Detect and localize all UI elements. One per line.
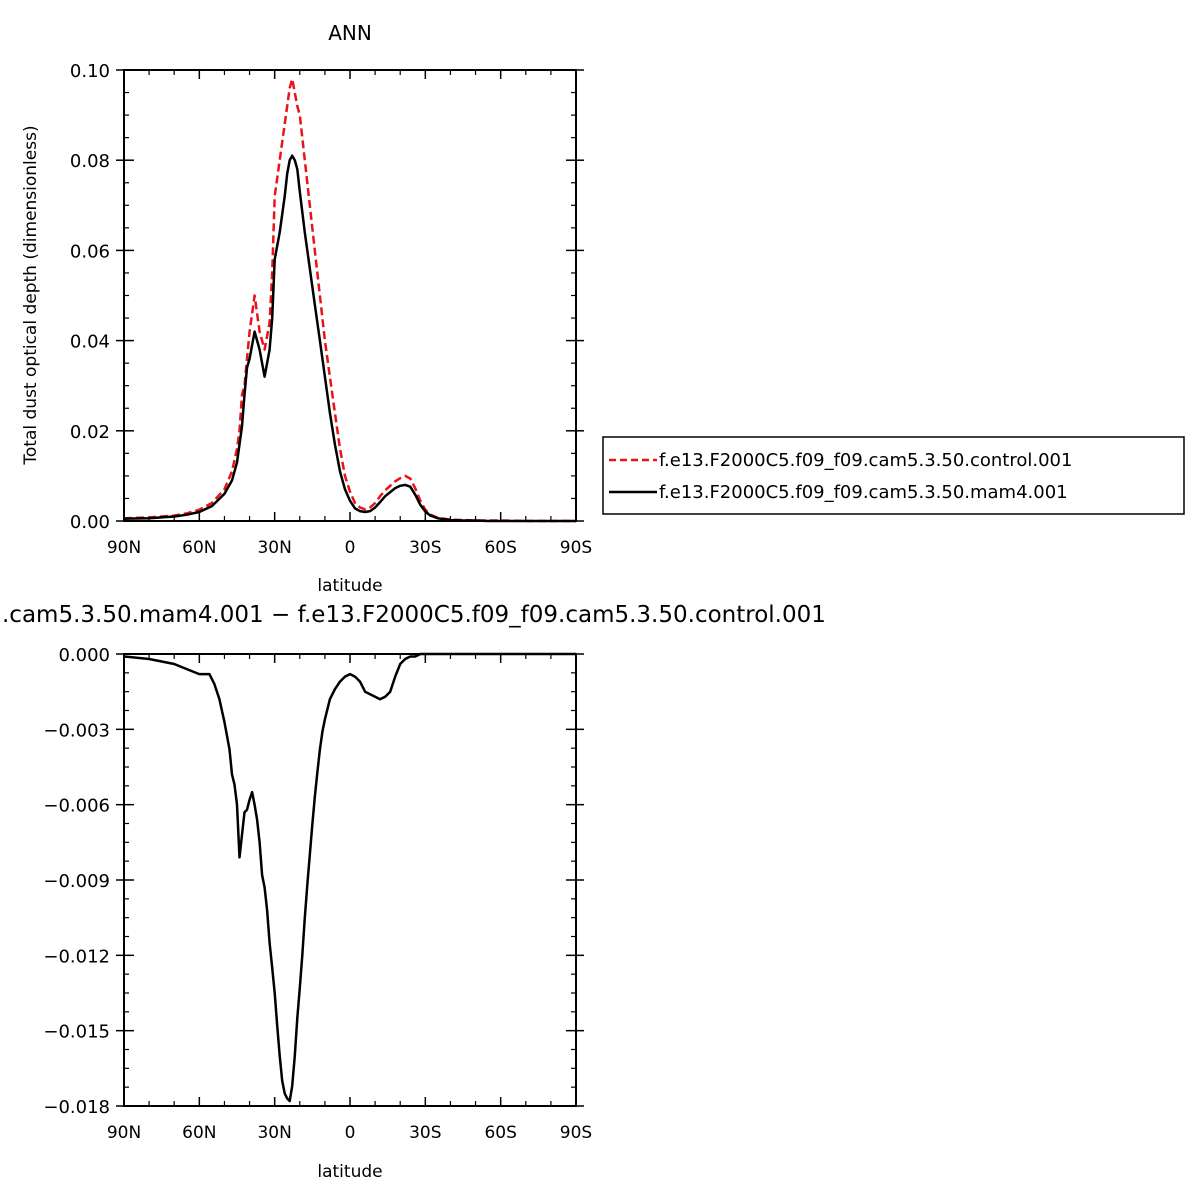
legend-label-mam4: f.e13.F2000C5.f09_f09.cam5.3.50.mam4.001 — [659, 482, 1068, 503]
top-panel: ANN 90N 60N 30N 0 30S 60S 90S 0.00 0.02 0.04 0.06 0… — [21, 21, 592, 596]
p0-y-tick-label: 0.00 — [70, 512, 110, 533]
p1-x-tick-label: 90S — [560, 1123, 592, 1143]
p0-y-tick-label: 0.04 — [70, 332, 110, 353]
p1-y-tick-label: −0.018 — [43, 1097, 110, 1118]
top-title: ANN — [328, 21, 372, 45]
top-x-axis-label: latitude — [317, 576, 382, 596]
p1-x-tick-label: 60N — [182, 1123, 216, 1143]
p1-y-tick-label: −0.003 — [43, 720, 110, 741]
p0-y-tick-label: 0.10 — [70, 61, 110, 82]
p0-x-tick-label: 30N — [257, 538, 291, 558]
p1-x-tick-label: 90N — [107, 1123, 141, 1143]
legend: f.e13.F2000C5.f09_f09.cam5.3.50.control.… — [602, 436, 1185, 515]
p0-x-tick-label: 90N — [107, 538, 141, 558]
p1-y-tick-label: −0.009 — [43, 871, 110, 892]
p0-x-tick-label: 60N — [182, 538, 216, 558]
bottom-plot-area: 90N 60N 30N 0 30S 60S 90S 0.000 −0.003 −0.006 −0.0… — [43, 645, 592, 1143]
p0-x-tick-label: 30S — [409, 538, 441, 558]
top-y-axis-label: Total dust optical depth (dimensionless) — [21, 125, 41, 465]
p1-x-tick-label: 0 — [345, 1123, 356, 1143]
legend-label-control: f.e13.F2000C5.f09_f09.cam5.3.50.control.… — [659, 450, 1072, 471]
p0-series-line-1 — [123, 154, 576, 523]
p1-x-tick-label: 60S — [484, 1123, 516, 1143]
p0-x-tick-label: 0 — [345, 538, 356, 558]
p1-x-tick-label: 30S — [409, 1123, 441, 1143]
p1-y-tick-label: −0.015 — [43, 1022, 110, 1043]
p1-y-tick-label: −0.012 — [43, 946, 110, 967]
p0-y-tick-label: 0.06 — [70, 241, 110, 262]
p1-y-tick-label: 0.000 — [58, 645, 110, 666]
legend-box — [602, 436, 1185, 515]
p0-y-tick-label: 0.02 — [70, 422, 110, 443]
p0-series-line-0 — [123, 77, 576, 523]
top-plot-area: 90N 60N 30N 0 30S 60S 90S 0.00 0.02 0.04 0.06 0.08 0… — [70, 61, 592, 558]
p0-x-tick-label: 60S — [484, 538, 516, 558]
p1-frame — [123, 653, 577, 1107]
p1-series-line-0 — [123, 652, 576, 1103]
bottom-x-axis-label: latitude — [317, 1162, 382, 1182]
p0-x-tick-label: 90S — [560, 538, 592, 558]
p1-y-tick-label: −0.006 — [43, 796, 110, 817]
p1-x-tick-label: 30N — [257, 1123, 291, 1143]
p0-y-tick-label: 0.08 — [70, 151, 110, 172]
p0-frame — [123, 69, 577, 522]
bottom-title: .cam5.3.50.mam4.001 − f.e13.F2000C5.f09_… — [2, 602, 826, 628]
bottom-panel: .cam5.3.50.mam4.001 − f.e13.F2000C5.f09_… — [2, 602, 826, 1182]
